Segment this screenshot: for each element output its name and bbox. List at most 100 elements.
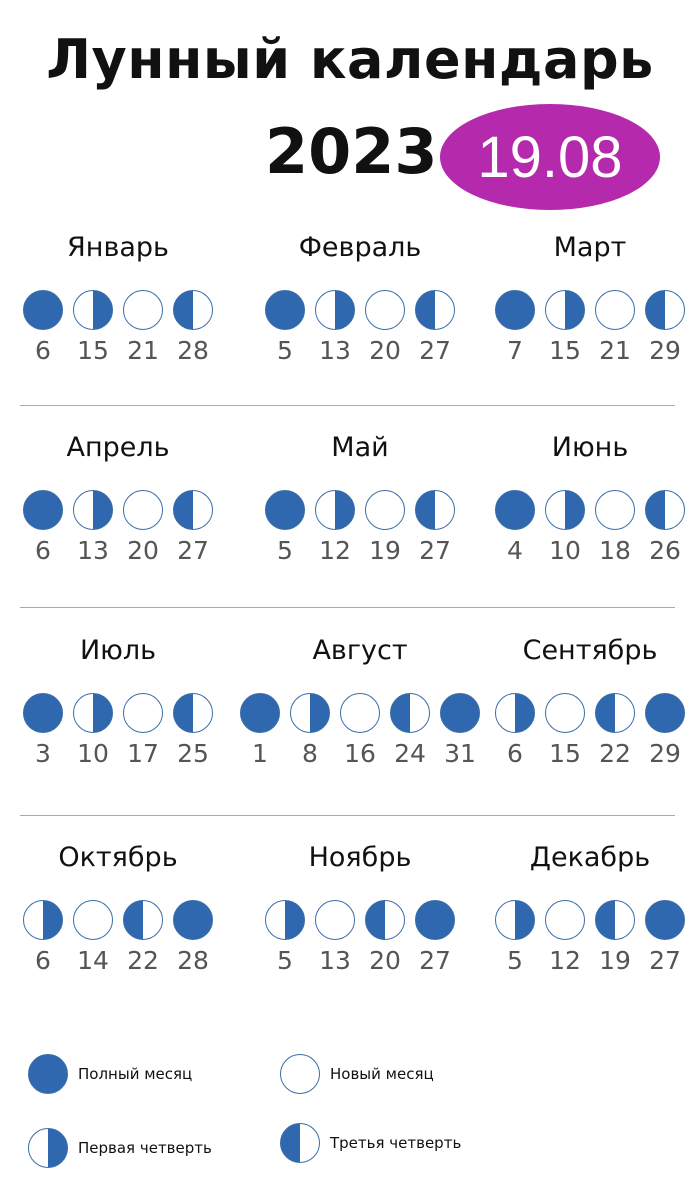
phase-day: 28 — [177, 946, 209, 975]
month-name: Ноябрь — [308, 842, 412, 873]
phase-row: 6 15 21 28 — [23, 290, 213, 365]
phase-day: 27 — [419, 536, 451, 565]
phase-day: 4 — [507, 536, 523, 565]
phase-item: 13 — [315, 290, 355, 365]
phase-item: 28 — [173, 290, 213, 365]
legend-label: Первая четверть — [78, 1139, 212, 1157]
month-block: Декабрь 5 12 19 27 — [460, 838, 700, 975]
phase-item: 28 — [173, 900, 213, 975]
month-name: Май — [331, 432, 389, 463]
phase-item: 20 — [365, 290, 405, 365]
phase-item: 27 — [645, 900, 685, 975]
phase-row: 5 13 20 27 — [265, 900, 455, 975]
month-block: Январь 6 15 21 28 — [0, 228, 248, 365]
third-quarter-icon — [173, 290, 213, 330]
phase-item: 13 — [315, 900, 355, 975]
phase-item: 19 — [595, 900, 635, 975]
phase-item: 13 — [73, 490, 113, 565]
phase-row: 6 14 22 28 — [23, 900, 213, 975]
phase-day: 21 — [127, 336, 159, 365]
phase-day: 10 — [549, 536, 581, 565]
phase-day: 10 — [77, 739, 109, 768]
phase-item: 5 — [265, 290, 305, 365]
phase-item: 26 — [645, 490, 685, 565]
phase-day: 16 — [344, 739, 376, 768]
phase-item: 14 — [73, 900, 113, 975]
phase-item: 20 — [365, 900, 405, 975]
phase-day: 12 — [549, 946, 581, 975]
legend-first-quarter: Первая четверть — [28, 1128, 212, 1168]
third-quarter-icon — [415, 290, 455, 330]
third-quarter-icon — [390, 693, 430, 733]
phase-item: 12 — [545, 900, 585, 975]
month-name: Август — [312, 635, 408, 666]
phase-item: 20 — [123, 490, 163, 565]
phase-item: 25 — [173, 693, 213, 768]
phase-item: 22 — [595, 693, 635, 768]
phase-item: 21 — [123, 290, 163, 365]
month-block: Ноябрь 5 13 20 27 — [230, 838, 490, 975]
new-moon-icon — [123, 290, 163, 330]
phase-day: 19 — [369, 536, 401, 565]
month-block: Май 5 12 19 27 — [230, 428, 490, 565]
full-moon-icon — [28, 1054, 68, 1094]
phase-item: 29 — [645, 290, 685, 365]
date-badge: 19.08 — [440, 104, 660, 210]
phase-row: 4 10 18 26 — [495, 490, 685, 565]
phase-item: 6 — [23, 490, 63, 565]
phase-day: 26 — [649, 536, 681, 565]
first-quarter-icon — [315, 290, 355, 330]
phase-item: 5 — [265, 490, 305, 565]
third-quarter-icon — [173, 693, 213, 733]
month-block: Октябрь 6 14 22 28 — [0, 838, 248, 975]
third-quarter-icon — [123, 900, 163, 940]
legend-label: Новый месяц — [330, 1065, 434, 1083]
phase-day: 14 — [77, 946, 109, 975]
new-moon-icon — [73, 900, 113, 940]
phase-item: 10 — [545, 490, 585, 565]
phase-item: 6 — [23, 900, 63, 975]
phase-item: 27 — [415, 490, 455, 565]
divider — [20, 607, 675, 608]
phase-day: 29 — [649, 336, 681, 365]
phase-day: 22 — [127, 946, 159, 975]
phase-item: 4 — [495, 490, 535, 565]
phase-item: 6 — [23, 290, 63, 365]
phase-day: 21 — [599, 336, 631, 365]
phase-item: 27 — [415, 290, 455, 365]
phase-row: 5 13 20 27 — [265, 290, 455, 365]
phase-day: 20 — [127, 536, 159, 565]
phase-item: 16 — [340, 693, 380, 768]
first-quarter-icon — [28, 1128, 68, 1168]
phase-item: 21 — [595, 290, 635, 365]
phase-day: 5 — [507, 946, 523, 975]
phase-item: 22 — [123, 900, 163, 975]
phase-item: 24 — [390, 693, 430, 768]
third-quarter-icon — [415, 490, 455, 530]
new-moon-icon — [595, 490, 635, 530]
phase-day: 13 — [319, 336, 351, 365]
phase-day: 12 — [319, 536, 351, 565]
full-moon-icon — [415, 900, 455, 940]
new-moon-icon — [545, 900, 585, 940]
third-quarter-icon — [595, 900, 635, 940]
legend-full: Полный месяц — [28, 1054, 192, 1094]
phase-day: 5 — [277, 946, 293, 975]
phase-day: 29 — [649, 739, 681, 768]
month-block: Февраль 5 13 20 27 — [230, 228, 490, 365]
phase-item: 27 — [173, 490, 213, 565]
legend-new: Новый месяц — [280, 1054, 434, 1094]
month-name: Декабрь — [529, 842, 651, 873]
month-block: Август 1 8 16 24 31 — [230, 631, 490, 768]
phase-day: 18 — [599, 536, 631, 565]
phase-day: 6 — [35, 536, 51, 565]
month-name: Январь — [67, 232, 169, 263]
first-quarter-icon — [265, 900, 305, 940]
phase-item: 5 — [495, 900, 535, 975]
first-quarter-icon — [315, 490, 355, 530]
phase-item: 12 — [315, 490, 355, 565]
first-quarter-icon — [73, 290, 113, 330]
phase-item: 6 — [495, 693, 535, 768]
phase-day: 20 — [369, 946, 401, 975]
